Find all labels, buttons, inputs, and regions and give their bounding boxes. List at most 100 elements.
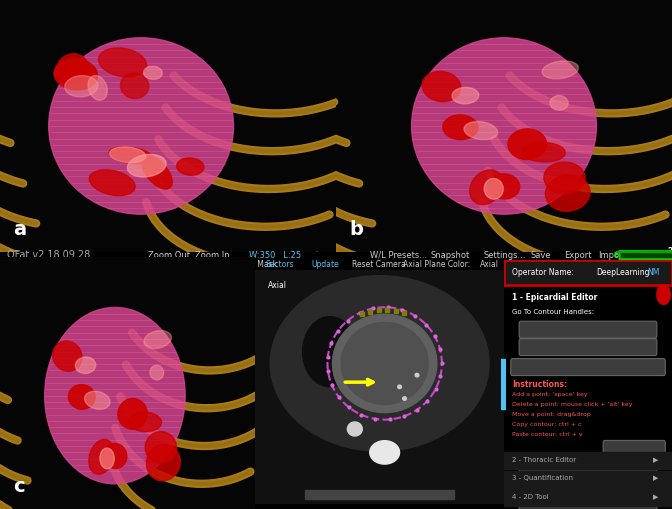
Text: Settings...: Settings... (484, 250, 526, 260)
Ellipse shape (403, 397, 407, 400)
Text: Cedars Sinai Medical Center - Not for clinical use: Cedars Sinai Medical Center - Not for cl… (5, 260, 192, 269)
Ellipse shape (88, 75, 108, 100)
FancyBboxPatch shape (519, 463, 657, 476)
Text: Operator Name:: Operator Name: (512, 268, 574, 276)
Ellipse shape (422, 71, 461, 102)
Text: Add a point: 'space' key: Add a point: 'space' key (512, 392, 588, 397)
Ellipse shape (52, 341, 82, 371)
FancyBboxPatch shape (519, 338, 657, 356)
Text: Sectors: Sectors (265, 260, 294, 269)
Text: DeepLearning: DeepLearning (597, 268, 650, 276)
Ellipse shape (522, 143, 565, 162)
Ellipse shape (542, 61, 579, 79)
Text: W:350   L:25: W:350 L:25 (249, 250, 301, 260)
Text: Hide Preview Contour: Hide Preview Contour (554, 479, 622, 484)
FancyBboxPatch shape (504, 260, 672, 285)
Ellipse shape (144, 66, 163, 79)
Text: Save: Save (531, 250, 552, 260)
Text: Axial Plane Color:: Axial Plane Color: (403, 260, 470, 269)
Ellipse shape (109, 147, 153, 164)
Bar (504, 470, 672, 488)
Text: ▶: ▶ (653, 494, 659, 500)
Ellipse shape (98, 48, 146, 77)
Text: Update: Update (312, 260, 339, 269)
Ellipse shape (341, 323, 428, 404)
Bar (501, 359, 505, 409)
Ellipse shape (48, 38, 234, 214)
Ellipse shape (546, 175, 590, 211)
Ellipse shape (485, 178, 503, 199)
Ellipse shape (411, 38, 597, 214)
Text: Show Sector Volumes: Show Sector Volumes (554, 502, 622, 507)
Ellipse shape (464, 122, 498, 139)
Ellipse shape (347, 422, 362, 436)
Ellipse shape (65, 76, 98, 97)
Text: Instructions:: Instructions: (512, 380, 568, 389)
Ellipse shape (398, 385, 401, 388)
Ellipse shape (142, 156, 172, 189)
Text: Display Options: Display Options (512, 455, 573, 464)
FancyBboxPatch shape (603, 440, 665, 457)
Text: W/L Presets...: W/L Presets... (370, 250, 427, 260)
Bar (504, 452, 672, 469)
Text: 1 - Epicardial Editor: 1 - Epicardial Editor (512, 293, 598, 301)
FancyBboxPatch shape (519, 498, 657, 509)
Bar (305, 490, 454, 499)
FancyBboxPatch shape (620, 251, 672, 259)
Ellipse shape (100, 448, 114, 469)
Ellipse shape (508, 129, 546, 160)
Ellipse shape (103, 443, 127, 469)
FancyBboxPatch shape (519, 487, 657, 500)
Text: Go To Contour Handles:: Go To Contour Handles: (512, 309, 595, 315)
Text: Display: Epicardial Mask: Display: Epicardial Mask (184, 260, 277, 269)
Ellipse shape (110, 147, 146, 163)
Ellipse shape (118, 399, 147, 429)
Text: Go Up: Go Up (577, 326, 599, 332)
Text: 2: 2 (667, 247, 672, 257)
Ellipse shape (128, 412, 161, 432)
Text: 2 - Thoracic Editor: 2 - Thoracic Editor (512, 457, 577, 463)
Text: Delete a point: mouse click + 'alt' key: Delete a point: mouse click + 'alt' key (512, 402, 633, 407)
Text: Move a point: drag&drop: Move a point: drag&drop (512, 412, 591, 417)
FancyBboxPatch shape (519, 321, 657, 338)
Ellipse shape (75, 357, 95, 374)
Text: Zoom In: Zoom In (195, 250, 230, 260)
Text: 1: 1 (661, 290, 666, 299)
Ellipse shape (145, 432, 177, 463)
Text: Axial: Axial (267, 281, 287, 291)
Text: ▶: ▶ (653, 457, 659, 463)
Ellipse shape (177, 158, 204, 175)
Text: Hide Contours (h): Hide Contours (h) (560, 467, 616, 472)
Ellipse shape (544, 162, 585, 193)
Ellipse shape (370, 441, 400, 464)
Ellipse shape (415, 374, 419, 377)
Ellipse shape (85, 391, 110, 409)
Text: Delete Current Contour: Delete Current Contour (547, 364, 629, 370)
Text: Axial: Axial (480, 260, 499, 269)
Ellipse shape (150, 365, 164, 380)
Bar (504, 489, 672, 506)
Text: Valid: Valid (626, 445, 642, 451)
Ellipse shape (128, 154, 166, 177)
Text: Zoom Out: Zoom Out (148, 250, 190, 260)
Ellipse shape (146, 444, 180, 481)
Ellipse shape (120, 73, 149, 99)
Ellipse shape (470, 170, 503, 205)
Text: a: a (13, 220, 27, 239)
Text: Reset Camera: Reset Camera (352, 260, 406, 269)
Circle shape (657, 285, 671, 304)
Ellipse shape (57, 53, 88, 83)
Circle shape (616, 251, 672, 252)
Ellipse shape (452, 88, 478, 104)
Text: 3 - Quantification: 3 - Quantification (512, 475, 573, 482)
Text: Import: Import (598, 250, 626, 260)
Text: Show Fat Volume (s): Show Fat Volume (s) (556, 491, 620, 496)
Ellipse shape (54, 59, 97, 90)
Ellipse shape (302, 317, 358, 387)
Text: b: b (349, 220, 364, 239)
Ellipse shape (489, 174, 519, 199)
Ellipse shape (270, 276, 489, 451)
Ellipse shape (333, 314, 437, 413)
Text: 4 - 2D Tool: 4 - 2D Tool (512, 494, 549, 500)
Text: ▶: ▶ (653, 475, 659, 482)
